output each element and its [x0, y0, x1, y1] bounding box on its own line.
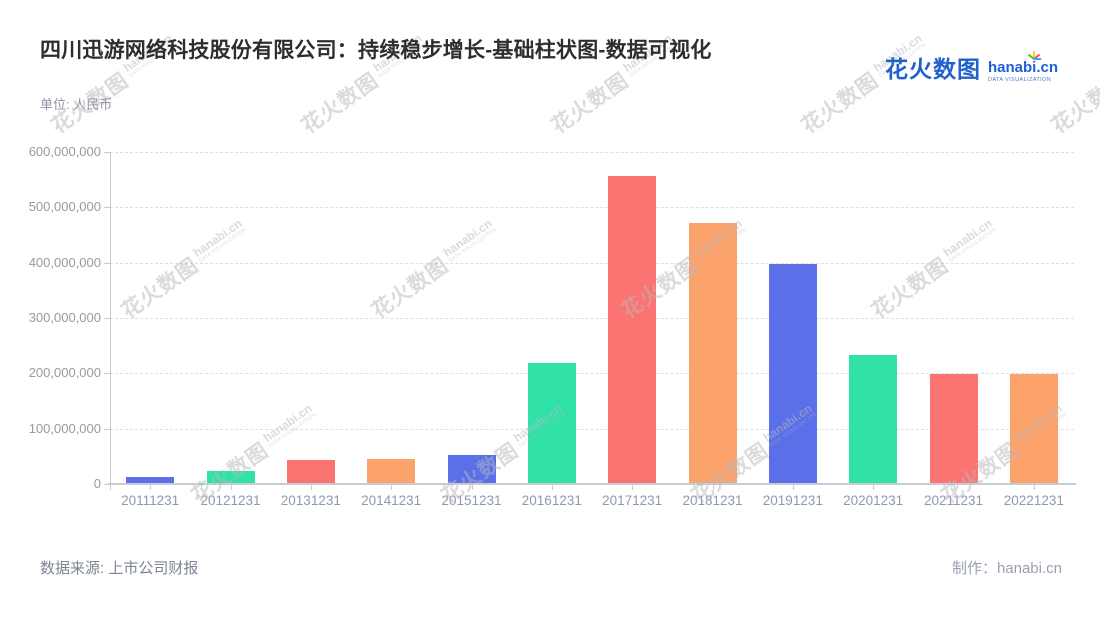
data-source-note: 数据来源: 上市公司财报 [40, 560, 199, 577]
gridline [110, 207, 1074, 209]
x-axis-tick [632, 485, 634, 490]
x-axis-tick [471, 485, 473, 490]
sparkle-icon [1026, 49, 1042, 67]
x-axis-label: 20181231 [682, 493, 743, 508]
x-axis-label: 20161231 [521, 493, 582, 508]
x-axis-label: 20191231 [762, 493, 823, 508]
x-axis-tick [1033, 485, 1035, 490]
bar-20171231[interactable] [608, 175, 657, 484]
y-axis-tick [104, 262, 110, 264]
bar-20141231[interactable] [367, 458, 416, 484]
y-axis-tick [104, 428, 110, 430]
x-axis-label: 20211231 [923, 493, 984, 508]
hanabi-logo: 花火数图 hanabi.cn DATA VISUALIZATION [884, 51, 1058, 83]
x-axis-label: 20111231 [121, 493, 180, 508]
bar-20201231[interactable] [849, 354, 898, 484]
x-axis-tick [712, 485, 714, 490]
unit-label: 单位: 人民币 [40, 97, 113, 112]
bar-20111231[interactable] [126, 476, 175, 484]
x-axis-label: 20151231 [441, 493, 502, 508]
x-axis-label: 20201231 [843, 493, 904, 508]
y-axis-tick [104, 318, 110, 319]
y-axis-tick [104, 484, 110, 485]
y-axis-tick-label: 100,000,000 [28, 420, 101, 436]
y-axis-tick-label: 0 [93, 476, 101, 491]
x-axis-tick [873, 485, 875, 490]
gridline [110, 373, 1074, 375]
x-axis-tick [150, 485, 152, 490]
y-axis-tick-label: 600,000,000 [28, 144, 101, 159]
bar-20151231[interactable] [447, 455, 496, 484]
chart-title: 四川迅游网络科技股份有限公司：持续稳步增长-基础柱状图-数据可视化 [40, 39, 712, 62]
x-axis-tick [310, 485, 312, 490]
y-axis-tick-label: 300,000,000 [28, 310, 101, 325]
credit-note: 制作：hanabi.cn [951, 560, 1062, 577]
bar-20221231[interactable] [1009, 374, 1058, 484]
x-axis-tick [792, 485, 794, 490]
logo-cjk-text: 花火数图 [884, 56, 981, 82]
watermark-cjk: 花火数图 [297, 68, 383, 139]
y-axis-line [110, 152, 111, 490]
x-axis-label: 20121231 [200, 493, 261, 508]
gridline [110, 318, 1074, 319]
bar-20181231[interactable] [688, 223, 737, 484]
x-axis-tick [391, 485, 393, 490]
logo-latin-text: hanabi.cn [987, 59, 1058, 76]
watermark-cjk: 花火数图 [797, 68, 883, 139]
bar-20191231[interactable] [768, 264, 817, 484]
gridline [110, 428, 1074, 430]
gridline [110, 152, 1074, 153]
y-axis-tick-label: 200,000,000 [28, 365, 101, 381]
x-axis-label: 20221231 [1003, 493, 1064, 508]
x-axis-label: 20171231 [602, 493, 663, 508]
bar-20211231[interactable] [929, 374, 978, 484]
x-axis-line [108, 483, 1076, 485]
y-axis-tick-label: 500,000,000 [28, 199, 101, 215]
plot-area [110, 152, 1074, 484]
logo-subtitle-text: DATA VISUALIZATION [987, 77, 1052, 83]
bar-20121231[interactable] [206, 470, 255, 484]
y-axis-tick [104, 152, 110, 153]
gridline [110, 262, 1074, 264]
x-axis-label: 20131231 [280, 493, 341, 508]
y-axis-tick-label: 400,000,000 [28, 254, 101, 270]
logo-wordmark: hanabi.cn DATA VISUALIZATION [987, 51, 1058, 83]
x-axis-tick [551, 485, 553, 490]
x-axis-label: 20141231 [361, 493, 422, 508]
y-axis-tick [104, 207, 110, 209]
y-axis-tick [104, 373, 110, 375]
bar-20131231[interactable] [286, 459, 335, 484]
watermark-cjk: 花火数图 [547, 68, 633, 139]
bar-20161231[interactable] [527, 363, 576, 484]
x-axis-tick [230, 485, 232, 490]
x-axis-tick [953, 485, 955, 490]
